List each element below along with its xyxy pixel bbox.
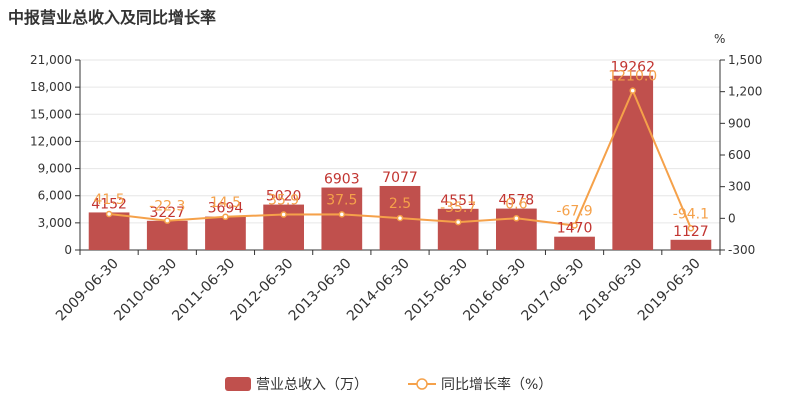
bar	[554, 236, 595, 250]
line-value-label: 0.6	[505, 196, 527, 212]
line-value-label: -67.9	[556, 204, 592, 220]
chart-title: 中报营业总收入及同比增长率	[8, 8, 217, 27]
line-value-label: 1210.0	[608, 69, 657, 85]
line-value-label: -94.1	[673, 206, 709, 222]
legend-bar-label: 营业总收入（万）	[256, 377, 368, 393]
y-right-tick-label: 300	[728, 180, 751, 194]
y-left-tick-label: 15,000	[30, 107, 72, 121]
legend-bar-swatch	[225, 377, 251, 391]
bar	[670, 239, 712, 250]
bar	[612, 75, 654, 250]
line-point	[396, 214, 404, 222]
y-left-tick-label: 21,000	[30, 53, 72, 67]
line-point	[629, 87, 636, 94]
line-value-label: 14.5	[210, 195, 241, 211]
x-tick-label: 2019-06-30	[635, 256, 704, 325]
bar-value-label: 4152	[91, 196, 127, 212]
bar	[496, 208, 537, 250]
y-right-tick-label: 0	[728, 211, 736, 225]
line-value-label: -35.7	[440, 200, 476, 216]
y-left-tick-label: 3,000	[38, 216, 72, 230]
y-left-tick-label: 6,000	[38, 189, 72, 203]
line-point	[454, 218, 462, 226]
line-value-label: 2.5	[389, 196, 411, 212]
y-left-tick-label: 18,000	[30, 80, 72, 94]
bar-value-label: 3694	[208, 201, 244, 217]
bar	[205, 216, 246, 250]
bar	[146, 220, 188, 250]
bar	[321, 187, 363, 250]
y-right-unit-label: %	[714, 32, 725, 46]
y-left-tick-label: 0	[64, 243, 72, 257]
bar-value-label: 4551	[440, 193, 476, 209]
line-value-label: 35.9	[268, 193, 299, 209]
line-point	[222, 213, 229, 221]
bar-value-label: 7077	[382, 170, 418, 186]
line-point	[105, 210, 113, 218]
line-point	[164, 217, 171, 224]
line-value-label: 41.5	[94, 192, 125, 208]
line-point	[571, 222, 578, 229]
bar-value-label: 1470	[557, 221, 593, 237]
bar-value-label: 6903	[324, 172, 360, 188]
line-point	[513, 215, 520, 222]
y-left-tick-label: 9,000	[38, 162, 72, 176]
bar	[88, 212, 130, 250]
bar	[437, 208, 479, 250]
line-point	[280, 211, 287, 218]
y-right-tick-label: 600	[728, 148, 751, 162]
bar-value-label: 19262	[610, 60, 655, 76]
line-value-label: 37.5	[326, 192, 357, 208]
y-right-tick-label: 1,500	[728, 53, 762, 67]
bar-value-label: 1127	[673, 224, 709, 240]
legend-line-marker	[416, 378, 428, 390]
bar-value-label: 3227	[149, 205, 185, 221]
y-right-tick-label: 900	[728, 116, 751, 130]
line-point	[687, 225, 695, 232]
y-right-tick-label: 1,200	[728, 85, 762, 99]
legend-line-label: 同比增长率（%）	[441, 376, 552, 393]
bar-value-label: 5020	[266, 189, 302, 205]
line-value-label: -22.3	[149, 199, 185, 215]
y-left-tick-label: 12,000	[30, 134, 72, 148]
bar-value-label: 4578	[499, 193, 535, 209]
y-right-tick-label: -300	[728, 243, 755, 257]
line-point	[338, 211, 346, 218]
